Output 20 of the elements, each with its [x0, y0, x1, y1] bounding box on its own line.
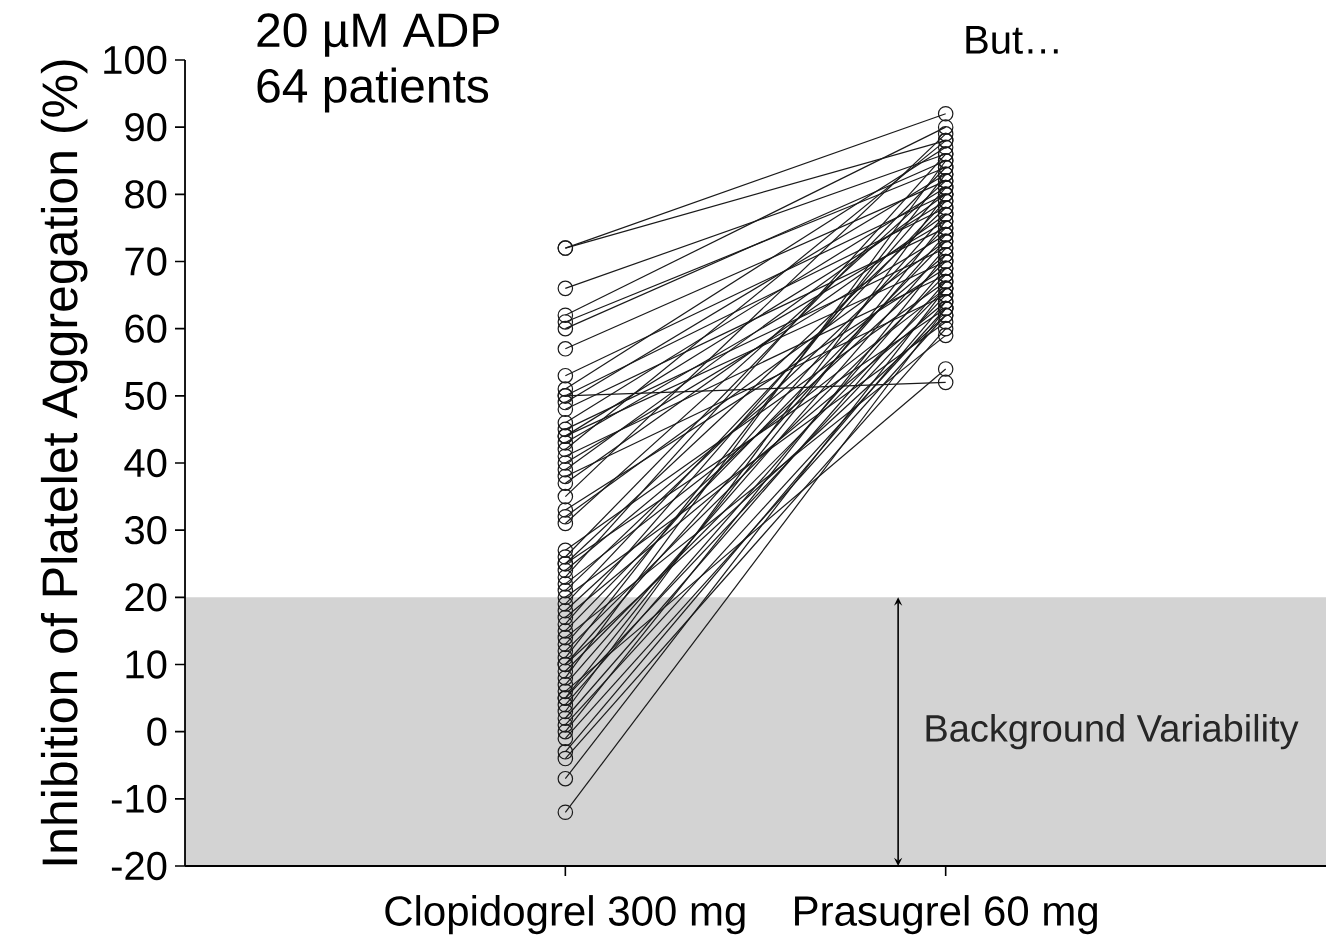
chart-subtitle: 64 patients	[257, 67, 489, 113]
y-axis-title: Inhibition of Platelet Aggregation (%)	[40, 60, 88, 865]
y-tick-label: 70	[125, 247, 167, 276]
y-tick-label: 50	[125, 381, 167, 410]
band-label: Background Variability	[926, 713, 1299, 750]
chart-title: 20 µM ADP	[257, 13, 499, 57]
y-tick-label: 40	[124, 448, 167, 478]
y-tick-label: -10	[111, 784, 167, 813]
y-tick-label: 0	[147, 717, 167, 746]
y-tick-label: 80	[125, 180, 167, 209]
y-tick-label: 100	[104, 45, 167, 75]
x-tick-label: Clopidogrel 300 mg	[385, 895, 745, 935]
y-tick-label: 60	[125, 314, 167, 343]
x-tick-label: Prasugrel 60 mg	[795, 895, 1097, 935]
y-tick-label: 20	[125, 583, 167, 612]
y-tick-label: 90	[125, 113, 167, 142]
y-tick-label: -20	[111, 851, 167, 881]
y-tick-label: 30	[124, 516, 167, 545]
text: But…	[966, 26, 1058, 54]
y-tick-label: 10	[126, 650, 167, 679]
